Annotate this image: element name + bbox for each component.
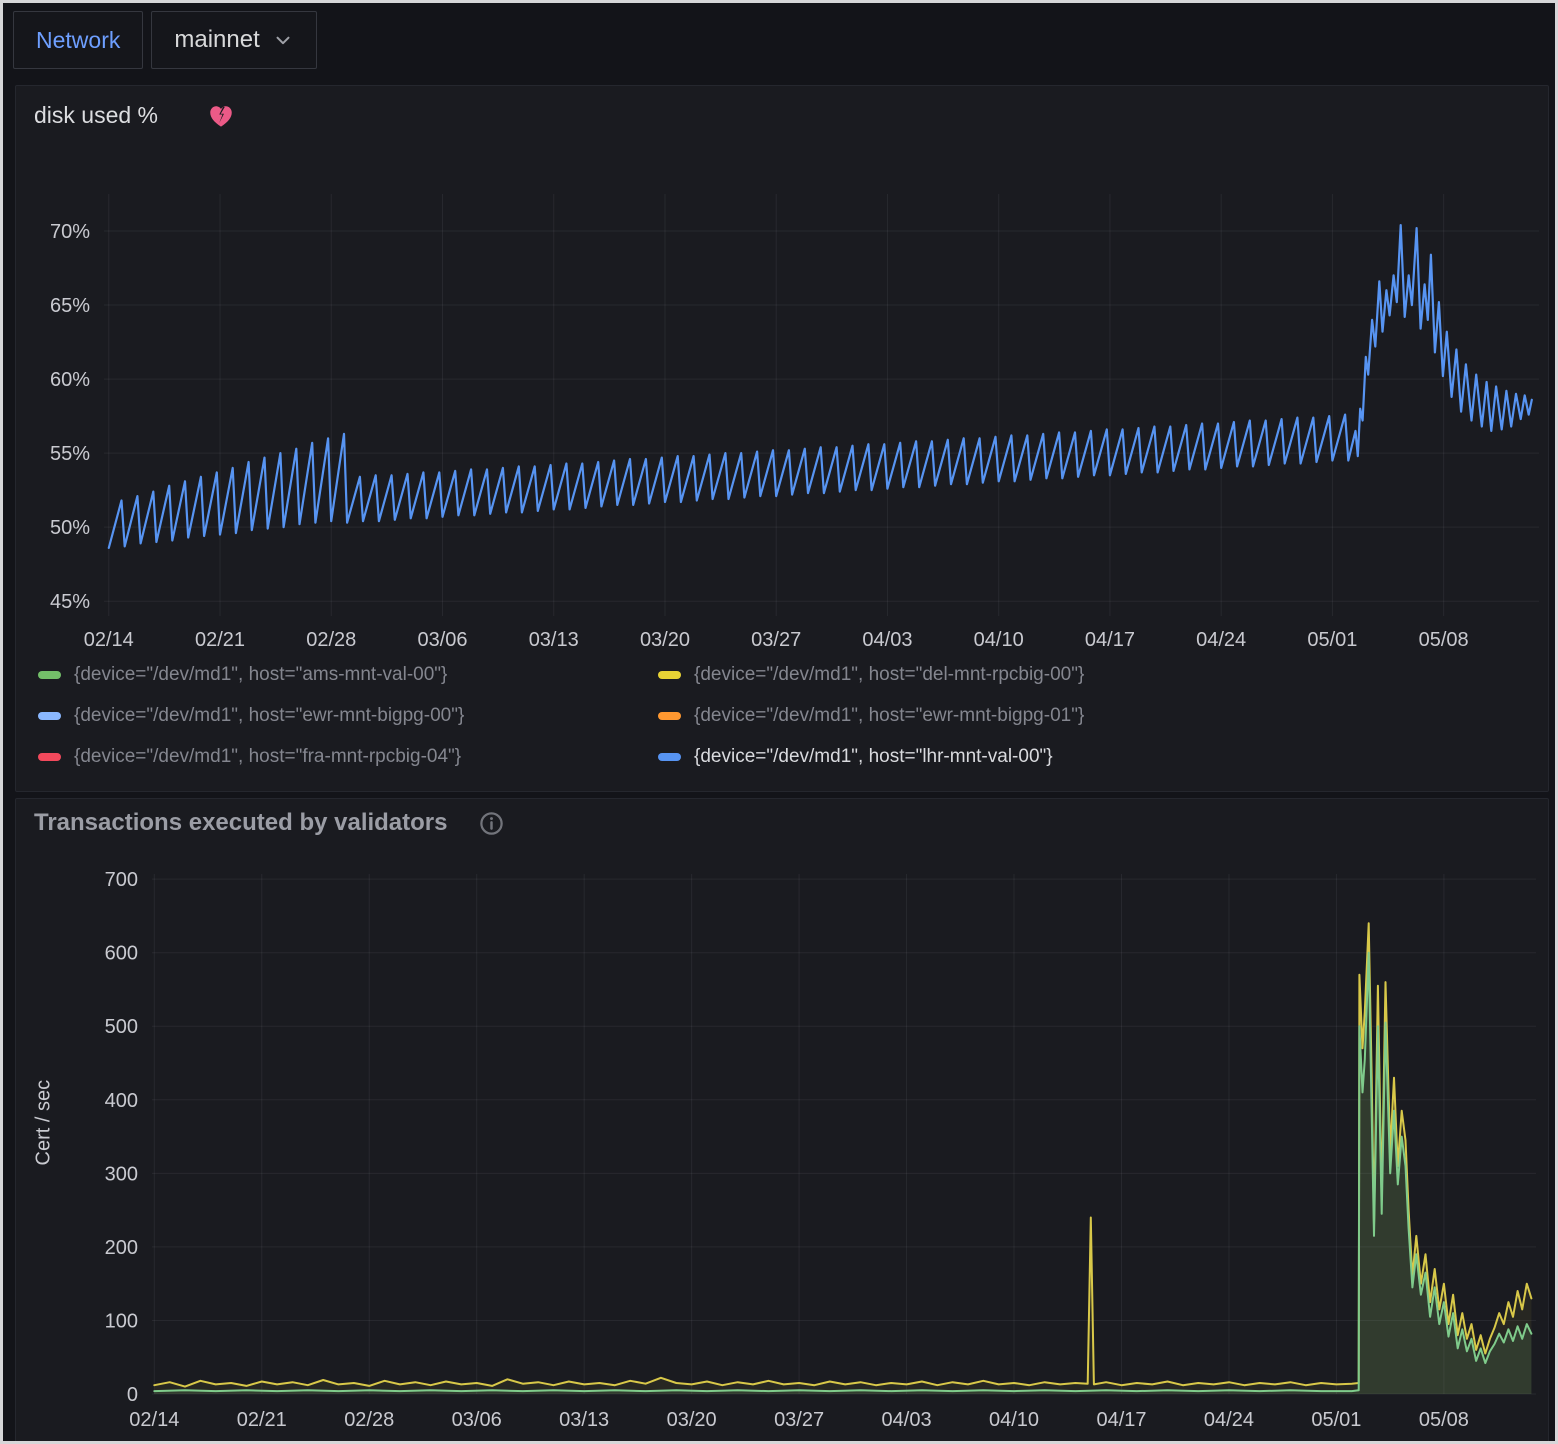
svg-text:03/27: 03/27	[751, 629, 801, 651]
svg-text:02/14: 02/14	[84, 629, 134, 651]
legend-series-swatch	[38, 712, 61, 720]
svg-text:02/21: 02/21	[237, 1409, 287, 1431]
svg-text:60%: 60%	[50, 369, 90, 391]
svg-text:50%: 50%	[50, 517, 90, 539]
svg-text:05/08: 05/08	[1419, 629, 1469, 651]
svg-text:04/17: 04/17	[1085, 629, 1135, 651]
svg-text:03/13: 03/13	[529, 629, 579, 651]
chevron-down-icon	[276, 36, 290, 45]
svg-text:400: 400	[105, 1090, 138, 1112]
legend-series-label: {device="/dev/md1", host="ewr-mnt-bigpg-…	[74, 705, 465, 726]
svg-text:02/28: 02/28	[344, 1409, 394, 1431]
svg-text:02/28: 02/28	[306, 629, 356, 651]
legend-series-label: {device="/dev/md1", host="del-mnt-rpcbig…	[694, 664, 1085, 685]
legend-item[interactable]: {device="/dev/md1", host="ewr-mnt-bigpg-…	[38, 705, 658, 727]
svg-text:04/10: 04/10	[974, 629, 1024, 651]
legend-series-label: {device="/dev/md1", host="lhr-mnt-val-00…	[694, 746, 1053, 767]
svg-text:04/10: 04/10	[989, 1409, 1039, 1431]
svg-text:100: 100	[105, 1310, 138, 1332]
svg-text:55%: 55%	[50, 443, 90, 465]
svg-text:05/01: 05/01	[1307, 629, 1357, 651]
legend-series-label: {device="/dev/md1", host="ams-mnt-val-00…	[74, 664, 448, 685]
network-variable-dropdown[interactable]: mainnet	[151, 11, 317, 69]
svg-text:04/17: 04/17	[1096, 1409, 1146, 1431]
svg-text:200: 200	[105, 1237, 138, 1259]
legend-series-swatch	[658, 753, 681, 761]
svg-text:600: 600	[105, 943, 138, 965]
legend-item[interactable]: {device="/dev/md1", host="ams-mnt-val-00…	[38, 664, 658, 686]
chart-legend: {device="/dev/md1", host="ams-mnt-val-00…	[38, 664, 1084, 768]
svg-text:03/20: 03/20	[667, 1409, 717, 1431]
panel-title-disk-used[interactable]: disk used %	[34, 100, 236, 130]
svg-text:03/06: 03/06	[417, 629, 467, 651]
svg-text:05/08: 05/08	[1419, 1409, 1469, 1431]
svg-text:500: 500	[105, 1016, 138, 1038]
panel-title-transactions[interactable]: Transactions executed by validators	[34, 809, 505, 837]
svg-text:0: 0	[127, 1384, 138, 1406]
legend-item[interactable]: {device="/dev/md1", host="fra-mnt-rpcbig…	[38, 746, 658, 768]
transactions-chart[interactable]: 02/14 02/21 02/28 03/06 03/13 03/20 03/27 04/03…	[16, 799, 1550, 1444]
transactions-title-text: Transactions executed by validators	[34, 809, 448, 836]
svg-text:02/21: 02/21	[195, 629, 245, 651]
svg-text:04/03: 04/03	[882, 1409, 932, 1431]
svg-text:03/27: 03/27	[774, 1409, 824, 1431]
disk-used-panel: disk used % 02/14 02/21 02/28 03/06 03/13 03/…	[15, 85, 1549, 792]
network-variable-value: mainnet	[174, 26, 260, 53]
svg-text:03/06: 03/06	[452, 1409, 502, 1431]
svg-text:04/24: 04/24	[1204, 1409, 1254, 1431]
svg-text:04/03: 04/03	[862, 629, 912, 651]
svg-text:45%: 45%	[50, 591, 90, 613]
legend-series-swatch	[658, 712, 681, 720]
disk-used-title-text: disk used %	[34, 101, 159, 128]
svg-text:04/24: 04/24	[1196, 629, 1246, 651]
disk-used-chart[interactable]: 02/14 02/21 02/28 03/06 03/13 03/20 03/27 04/03…	[16, 86, 1550, 661]
svg-text:65%: 65%	[50, 295, 90, 317]
legend-series-label: {device="/dev/md1", host="ewr-mnt-bigpg-…	[694, 705, 1085, 726]
variable-controls: Network mainnet	[13, 11, 317, 69]
info-icon[interactable]	[478, 810, 505, 837]
network-variable-label-text: Network	[36, 26, 121, 53]
legend-series-swatch	[38, 671, 61, 679]
network-variable-label: Network	[13, 11, 144, 69]
svg-text:02/14: 02/14	[129, 1409, 179, 1431]
svg-text:05/01: 05/01	[1311, 1409, 1361, 1431]
legend-item[interactable]: {device="/dev/md1", host="del-mnt-rpcbig…	[658, 664, 1084, 686]
legend-item[interactable]: {device="/dev/md1", host="lhr-mnt-val-00…	[658, 746, 1084, 768]
svg-text:700: 700	[105, 869, 138, 891]
transactions-panel: Transactions executed by validators Cert…	[15, 798, 1550, 1444]
svg-text:300: 300	[105, 1163, 138, 1185]
svg-text:70%: 70%	[50, 221, 90, 243]
legend-series-swatch	[38, 753, 61, 761]
legend-item[interactable]: {device="/dev/md1", host="ewr-mnt-bigpg-…	[658, 705, 1084, 727]
legend-series-swatch	[658, 671, 681, 679]
svg-text:03/20: 03/20	[640, 629, 690, 651]
svg-text:03/13: 03/13	[559, 1409, 609, 1431]
broken-heart-alert-icon	[210, 106, 232, 127]
legend-series-label: {device="/dev/md1", host="fra-mnt-rpcbig…	[74, 746, 462, 767]
